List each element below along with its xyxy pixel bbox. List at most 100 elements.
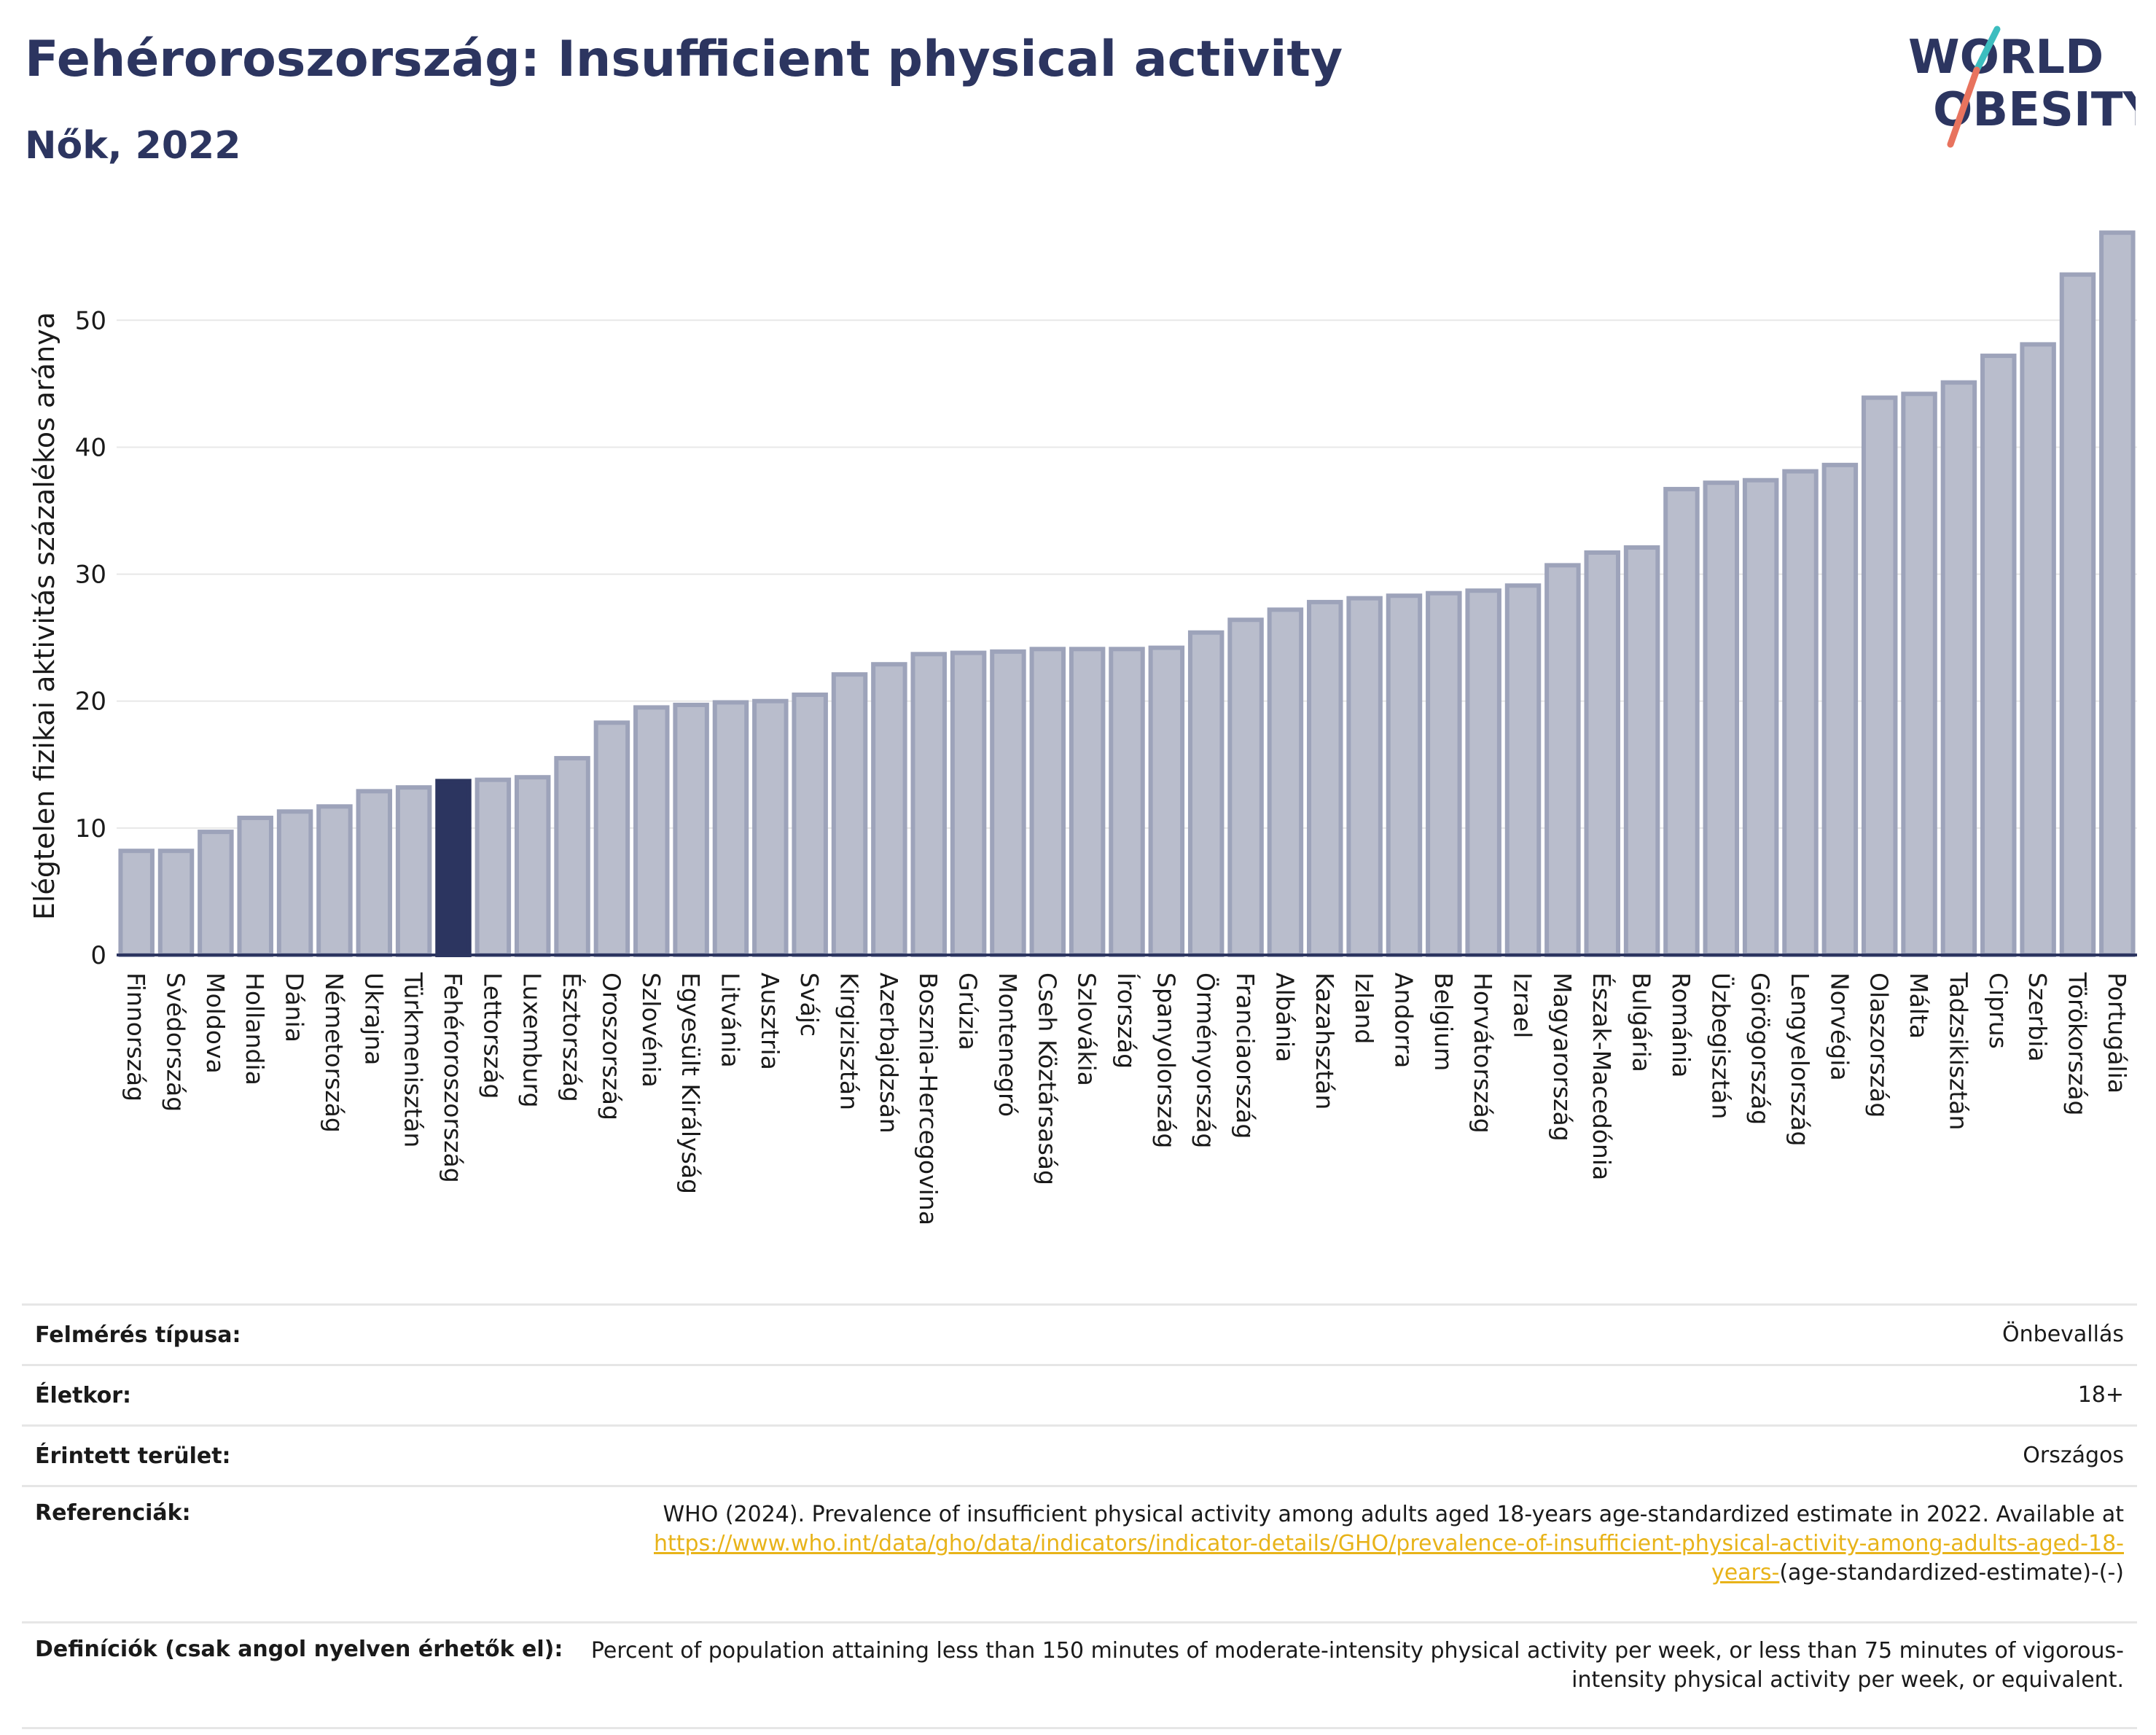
bar — [1504, 583, 1542, 957]
bar — [157, 849, 195, 958]
bar — [1187, 630, 1225, 957]
info-row-survey-type: Felmérés típusa: Önbevallás — [22, 1304, 2137, 1365]
bar — [831, 672, 868, 957]
bar — [1821, 462, 1859, 957]
bar — [2020, 342, 2056, 957]
x-tick-label: Törökország — [2063, 972, 2091, 1115]
x-tick-label: Albánia — [1270, 972, 1299, 1062]
x-tick-label: Dánia — [281, 972, 309, 1042]
world-obesity-logo: WORLD OBESITY — [1908, 26, 2136, 148]
x-tick-label: Málta — [1905, 972, 1933, 1039]
x-tick-label: Ausztria — [756, 972, 784, 1070]
x-tick-label: Németország — [320, 972, 348, 1133]
bar — [1901, 391, 1937, 957]
x-tick-label: Észtország — [558, 972, 587, 1102]
info-table: Felmérés típusa: Önbevallás Életkor: 18+… — [22, 1303, 2137, 1729]
x-tick-label: Fehéroroszország — [439, 972, 467, 1183]
bar — [1227, 617, 1264, 958]
x-tick-label: Türkmenisztán — [399, 972, 428, 1147]
references-value: WHO (2024). Prevalence of insufficient p… — [576, 1486, 2137, 1623]
info-row-definitions: Definíciók (csak angol nyelven érhetők e… — [22, 1622, 2137, 1728]
bar — [554, 756, 590, 957]
y-axis-label: Elégtelen fizikai aktivitás százalékos a… — [28, 312, 60, 920]
x-tick-label: Svájc — [795, 972, 824, 1037]
x-tick-label: Írország — [1112, 972, 1141, 1069]
bar — [752, 698, 789, 957]
area-value: Országos — [2023, 1443, 2124, 1468]
info-row-area: Érintett terület: Országos — [22, 1425, 2137, 1486]
y-tick-label: 10 — [75, 814, 106, 843]
area-label: Érintett terület: — [35, 1443, 231, 1469]
x-tick-label: Románia — [1667, 972, 1695, 1077]
x-tick-label: Lettország — [478, 972, 507, 1099]
bar — [1782, 469, 1819, 957]
bar — [1742, 477, 1779, 957]
bar — [2099, 230, 2136, 958]
axes: 0 10 20 30 40 50 Finnország Svédország Moldova Ho… — [75, 306, 2137, 1225]
info-row-references: Referenciák: WHO (2024). Prevalence of i… — [22, 1486, 2137, 1623]
page-subtitle: Nők, 2022 — [25, 124, 241, 168]
x-tick-label: Szerbia — [2023, 972, 2052, 1061]
bar-chart: 0 10 20 30 40 50 Finnország Svédország Moldova Ho… — [28, 230, 2137, 1225]
bar — [950, 650, 987, 957]
definitions-value: Percent of population attaining less tha… — [590, 1638, 2124, 1693]
bar — [514, 775, 551, 958]
y-tick-label: 30 — [75, 561, 106, 590]
logo-slash-teal — [1973, 26, 2001, 74]
bar — [2059, 272, 2096, 958]
bar — [1069, 647, 1106, 957]
bar — [1109, 647, 1145, 957]
bar — [1465, 588, 1501, 957]
bar — [118, 849, 155, 958]
bar — [673, 702, 709, 958]
x-tick-label: Tadzsikisztán — [1944, 972, 1972, 1130]
y-tick-label: 0 — [90, 941, 106, 970]
bar — [1623, 545, 1660, 957]
references-link[interactable]: https://www.who.int/data/gho/data/indica… — [654, 1531, 2124, 1586]
x-tick-label: Spanyolország — [1152, 972, 1180, 1148]
bar — [1029, 647, 1066, 957]
bar — [910, 652, 947, 957]
references-text: WHO (2024). Prevalence of insufficient p… — [663, 1502, 2124, 1527]
bar — [1980, 354, 2017, 957]
bar — [1544, 563, 1581, 957]
logo-text-world: WORLD — [1908, 31, 2104, 85]
x-tick-label: Bosznia-Hercegovina — [914, 972, 942, 1225]
x-tick-label: Cseh Köztársaság — [1033, 972, 1061, 1185]
bar — [792, 693, 828, 957]
bar — [712, 700, 749, 957]
x-tick-label: Andorra — [1389, 972, 1418, 1068]
bars — [118, 230, 2136, 958]
bar — [1663, 486, 1700, 957]
x-tick-label: Azerbajdzsán — [875, 972, 903, 1134]
y-tick-label: 40 — [75, 433, 106, 462]
references-label: Referenciák: — [35, 1500, 191, 1526]
x-tick-label: Horvátország — [1469, 972, 1497, 1134]
x-tick-label: Kirgizisztán — [835, 972, 864, 1110]
x-tick-label: Izrael — [1509, 972, 1537, 1038]
age-label: Életkor: — [35, 1382, 132, 1408]
bar — [1267, 607, 1304, 958]
x-tick-label: Litvánia — [716, 972, 744, 1068]
bar — [1148, 645, 1185, 957]
bar — [871, 662, 907, 957]
references-suffix: (age-standardized-estimate)-(-) — [1779, 1560, 2124, 1586]
x-tick-label: Norvégia — [1825, 972, 1854, 1081]
x-tick-label: Lengyelország — [1786, 972, 1814, 1146]
x-tick-label: Hollandia — [241, 972, 269, 1085]
x-tick-label: Oroszország — [597, 972, 625, 1120]
bar — [633, 705, 670, 957]
page-title: Fehéroroszország: Insufficient physical … — [25, 31, 1343, 88]
bar — [276, 809, 313, 957]
x-tick-label: Svédország — [162, 972, 190, 1112]
bar — [1584, 550, 1620, 957]
x-tick-label: Ciprus — [1984, 972, 2012, 1049]
x-tick-label: Szlovákia — [1073, 972, 1101, 1086]
x-tick-label: Szlovénia — [637, 972, 665, 1088]
bar — [1386, 593, 1423, 957]
bar — [1703, 480, 1740, 957]
logo-slash-coral — [1947, 66, 1980, 148]
x-tick-label: Üzbegisztán — [1706, 972, 1735, 1119]
bar — [237, 815, 273, 957]
bar — [356, 789, 393, 957]
